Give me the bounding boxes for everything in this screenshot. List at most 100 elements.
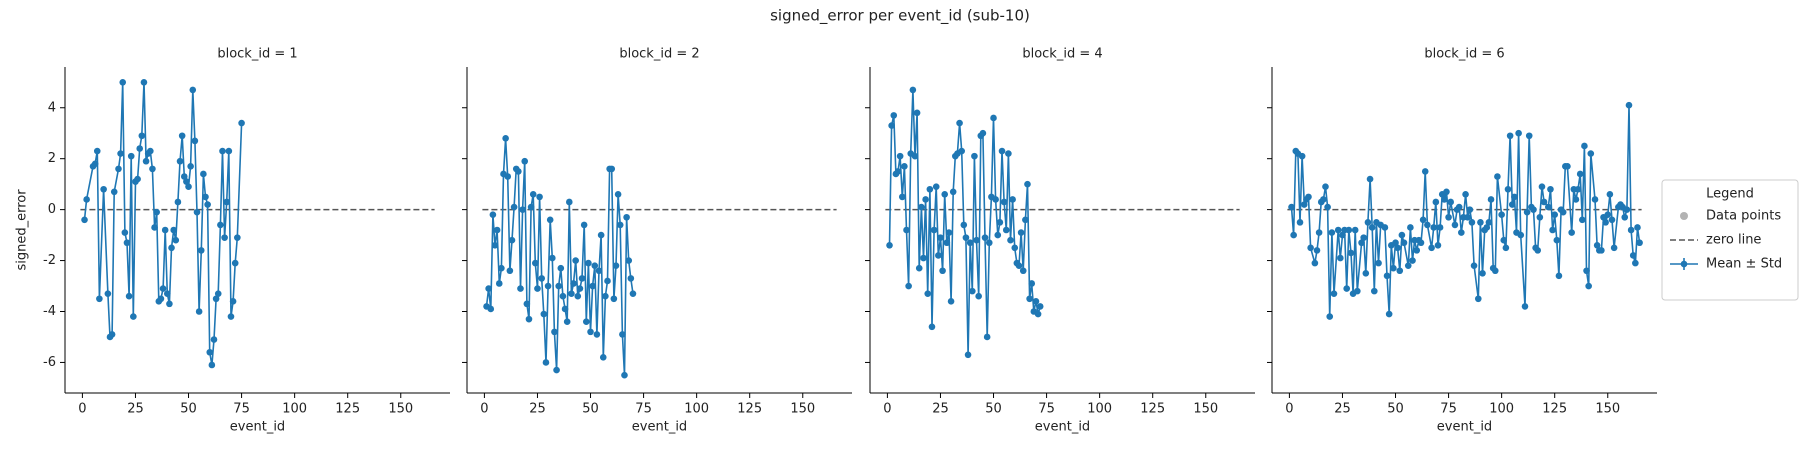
data-point — [170, 226, 177, 234]
y-tick-label: 4 — [48, 100, 56, 115]
data-point — [990, 114, 997, 122]
data-point — [905, 282, 912, 290]
data-point — [610, 295, 618, 303]
y-tick-label: -6 — [43, 355, 56, 370]
data-point — [937, 234, 944, 241]
data-point — [903, 226, 910, 234]
data-point — [595, 267, 603, 275]
data-point — [589, 282, 596, 290]
data-point — [920, 254, 927, 262]
x-tick-label: 150 — [1193, 402, 1218, 417]
data-point — [960, 221, 968, 229]
data-point — [153, 208, 160, 216]
data-point — [911, 152, 919, 160]
data-point — [1555, 272, 1563, 280]
data-point — [115, 165, 122, 173]
data-point — [104, 290, 112, 297]
data-point — [1326, 313, 1334, 320]
data-point — [1345, 226, 1353, 234]
data-point — [217, 221, 224, 229]
data-point — [523, 300, 531, 308]
data-point — [553, 366, 560, 374]
x-tick-label: 0 — [78, 402, 86, 417]
data-point — [1583, 267, 1590, 275]
data-point — [532, 259, 539, 267]
data-point — [1005, 150, 1012, 157]
panel-title: block_id = 2 — [619, 47, 699, 62]
x-tick-label: 125 — [737, 402, 762, 417]
data-point — [119, 78, 127, 86]
data-point — [1419, 216, 1427, 224]
data-point — [1598, 247, 1605, 254]
x-tick-label: 50 — [582, 402, 599, 417]
data-point — [625, 257, 633, 264]
data-point — [1421, 168, 1429, 175]
data-point — [574, 292, 582, 300]
data-point — [1296, 219, 1304, 226]
x-tick-label: 25 — [529, 402, 546, 417]
data-point — [1540, 198, 1548, 206]
legend-marker — [1680, 212, 1688, 220]
data-point — [1330, 290, 1338, 297]
data-point — [1517, 231, 1525, 239]
data-point — [943, 239, 951, 247]
data-point — [597, 231, 605, 239]
data-point — [161, 226, 169, 234]
data-point — [517, 285, 524, 292]
data-point — [231, 259, 239, 267]
data-point — [487, 305, 495, 313]
data-point — [1328, 229, 1336, 236]
data-point — [1602, 219, 1609, 226]
data-point — [947, 298, 955, 305]
data-point — [1002, 226, 1010, 234]
data-point — [1019, 267, 1027, 275]
data-point — [585, 259, 592, 267]
data-point — [1587, 150, 1595, 157]
data-point — [1413, 247, 1421, 254]
x-tick-label: 150 — [790, 402, 815, 417]
data-point — [996, 219, 1004, 226]
data-point — [619, 331, 626, 338]
data-point — [1606, 191, 1614, 198]
data-point — [1530, 206, 1537, 213]
data-point — [958, 147, 965, 155]
data-point — [223, 198, 231, 206]
data-point — [913, 109, 921, 117]
data-point — [1375, 259, 1382, 267]
data-point — [1305, 193, 1312, 201]
data-point — [1632, 259, 1639, 267]
data-point — [498, 264, 505, 272]
data-point — [238, 119, 245, 127]
data-point — [939, 267, 946, 275]
x-tick-label: 0 — [480, 402, 488, 417]
x-tick-label: 75 — [233, 402, 250, 417]
data-point — [142, 157, 150, 165]
data-point — [1432, 198, 1440, 206]
data-point — [570, 280, 577, 287]
data-point — [536, 193, 543, 201]
data-point — [599, 354, 607, 361]
data-point — [964, 351, 972, 359]
data-point — [1549, 226, 1556, 234]
data-point — [1502, 244, 1510, 252]
data-point — [888, 122, 895, 129]
data-point — [1354, 287, 1361, 295]
data-point — [975, 292, 982, 300]
data-point — [123, 239, 131, 247]
legend-title: Legend — [1706, 187, 1754, 202]
data-point — [968, 287, 976, 295]
data-point — [896, 152, 904, 160]
data-point — [627, 275, 635, 282]
data-point — [1547, 185, 1554, 193]
data-point — [1364, 219, 1372, 226]
data-point — [1462, 191, 1469, 198]
data-point — [614, 191, 622, 198]
data-point — [1000, 198, 1008, 206]
data-point — [1553, 236, 1561, 244]
data-point — [568, 290, 575, 297]
data-point — [1400, 239, 1408, 247]
data-point — [932, 183, 940, 191]
data-point — [502, 135, 509, 142]
data-point — [1322, 183, 1329, 191]
data-point — [1381, 224, 1389, 231]
